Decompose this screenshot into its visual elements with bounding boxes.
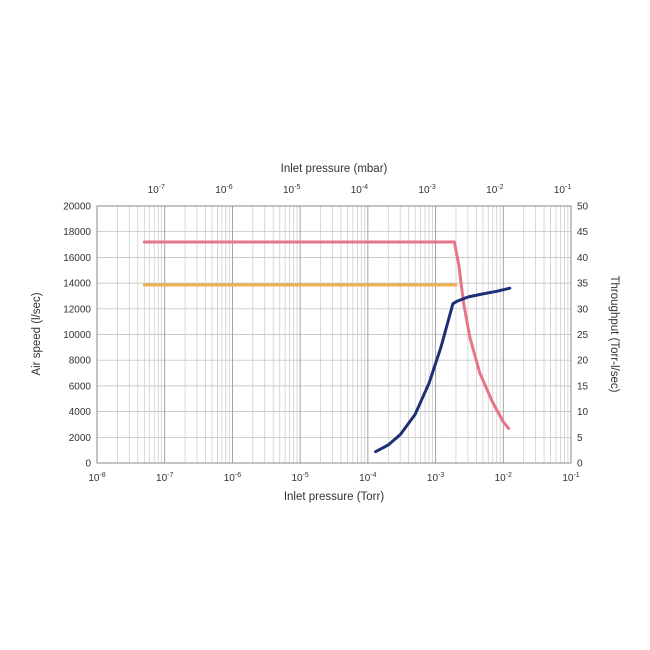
y-right-tick-label: 20 xyxy=(577,356,589,367)
x-top-tick-label: 10-6 xyxy=(215,184,232,196)
x-top-tick-label: 10-4 xyxy=(351,184,368,196)
x-top-tick-label: 10-1 xyxy=(554,184,571,196)
series-line-3 xyxy=(374,286,512,454)
y-left-tick-label: 12000 xyxy=(63,304,91,315)
left-axis-title: Air speed (l/sec) xyxy=(31,292,43,375)
x-bottom-tick-label: 10-1 xyxy=(562,472,579,484)
y-right-tick-label: 15 xyxy=(577,381,589,392)
y-left-tick-label: 10000 xyxy=(63,330,91,341)
grid-lines xyxy=(97,206,571,463)
y-right-tick-label: 5 xyxy=(577,433,583,444)
x-top-tick-label: 10-5 xyxy=(283,184,300,196)
y-right-tick-label: 35 xyxy=(577,279,589,290)
x-bottom-tick-label: 10-6 xyxy=(224,472,241,484)
x-bottom-tick-label: 10-4 xyxy=(359,472,376,484)
series-line-1 xyxy=(142,240,511,430)
y-right-tick-label: 10 xyxy=(577,407,589,418)
y-right-tick-label: 45 xyxy=(577,227,589,238)
tick-labels: 0 2000 4000 6000 8000 10000 12000 14000 16000 180… xyxy=(63,184,588,484)
right-axis-title: Throughput (Torr-l/sec) xyxy=(608,276,620,393)
y-right-tick-label: 50 xyxy=(577,202,589,213)
y-left-tick-label: 2000 xyxy=(69,433,92,444)
y-left-tick-label: 20000 xyxy=(63,202,91,213)
x-top-tick-label: 10-3 xyxy=(418,184,435,196)
y-right-tick-label: 25 xyxy=(577,330,589,341)
plot-frame xyxy=(96,205,572,464)
y-left-tick-label: 6000 xyxy=(69,381,92,392)
y-left-tick-label: 16000 xyxy=(63,253,91,264)
y-left-tick-label: 4000 xyxy=(69,407,92,418)
y-left-tick-label: 14000 xyxy=(63,279,91,290)
x-bottom-tick-label: 10-8 xyxy=(88,472,105,484)
x-top-tick-label: 10-7 xyxy=(148,184,165,196)
y-left-tick-label: 18000 xyxy=(63,227,91,238)
x-top-tick-label: 10-2 xyxy=(486,184,503,196)
y-right-tick-label: 0 xyxy=(577,459,583,470)
x-bottom-tick-label: 10-7 xyxy=(156,472,173,484)
x-bottom-tick-label: 10-5 xyxy=(291,472,308,484)
y-left-tick-label: 0 xyxy=(85,459,91,470)
series-layer xyxy=(142,240,512,454)
x-bottom-tick-label: 10-3 xyxy=(427,472,444,484)
top-axis-title: Inlet pressure (mbar) xyxy=(281,163,388,175)
bottom-axis-title: Inlet pressure (Torr) xyxy=(284,491,385,503)
y-left-tick-label: 8000 xyxy=(69,356,92,367)
y-right-tick-label: 30 xyxy=(577,304,589,315)
x-bottom-tick-label: 10-2 xyxy=(495,472,512,484)
y-right-tick-label: 40 xyxy=(577,253,589,264)
